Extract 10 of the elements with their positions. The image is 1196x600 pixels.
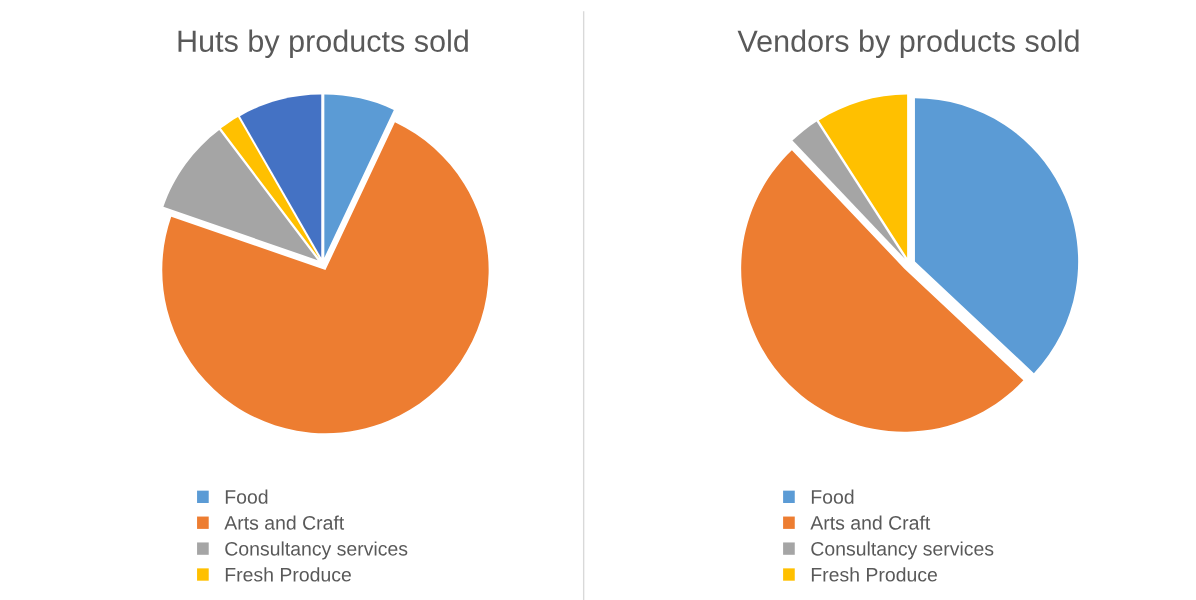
legend-label: Arts and Craft (224, 515, 345, 530)
chart-title: Huts by products sold (178, 29, 468, 59)
legend-label: Food (225, 489, 268, 504)
legend-label: Consultancy services (225, 541, 408, 560)
legend-label: Consultancy services (811, 541, 994, 560)
chart-title: Vendors by products sold (737, 29, 1079, 59)
legend-label: Food (811, 489, 854, 504)
legend-label: Fresh Produce (811, 567, 937, 582)
legend-label: Fresh Produce (225, 567, 351, 582)
legend-label: Arts and Craft (810, 515, 931, 530)
